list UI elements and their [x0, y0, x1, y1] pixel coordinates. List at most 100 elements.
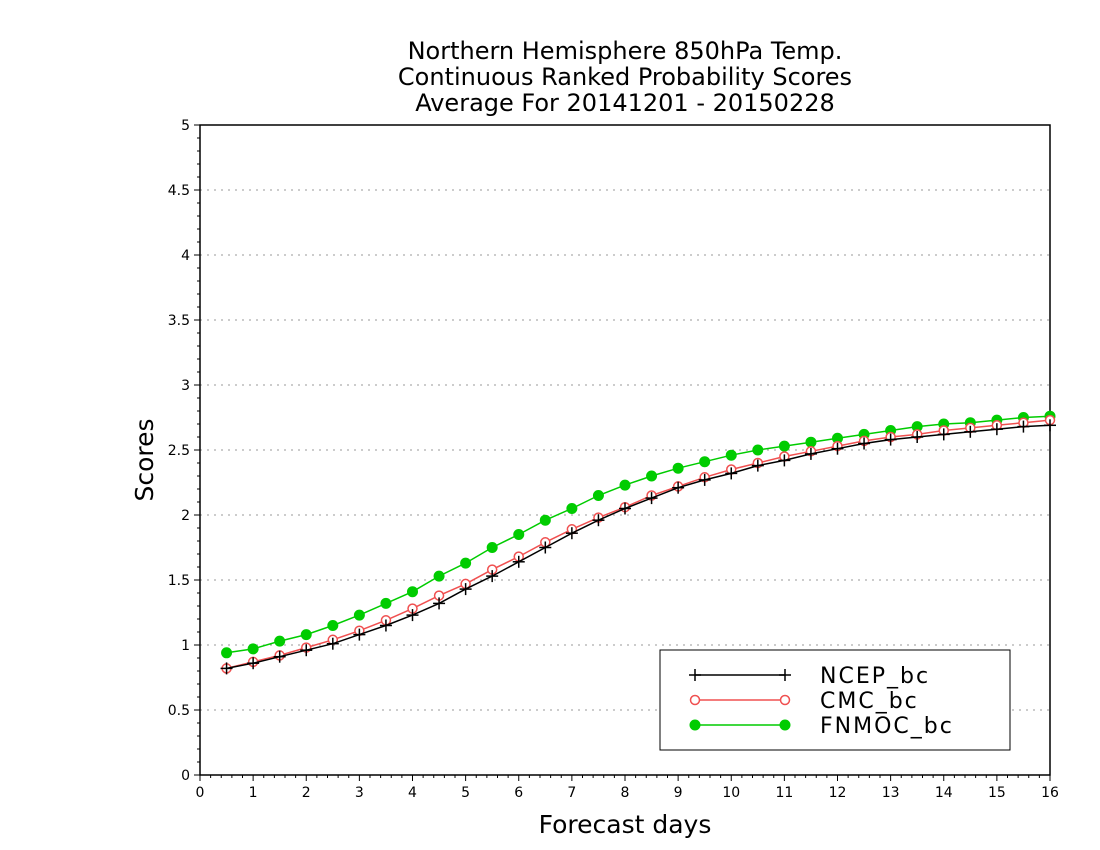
data-point-fnmoc-bc — [672, 462, 684, 474]
y-tick-label: 4.5 — [168, 183, 190, 199]
data-point-ncep-bc — [751, 459, 764, 472]
y-tick-label: 4 — [181, 248, 190, 264]
x-tick-label: 16 — [1041, 785, 1059, 801]
chart-title-line-2: Continuous Ranked Probability Scores — [397, 63, 853, 91]
x-tick-label: 7 — [567, 785, 576, 801]
data-point-fnmoc-bc — [433, 570, 445, 582]
data-point-fnmoc-bc — [247, 643, 259, 655]
x-tick-label: 1 — [249, 785, 258, 801]
data-point-ncep-bc — [300, 644, 313, 657]
data-point-ncep-bc — [990, 423, 1003, 436]
data-point-ncep-bc — [565, 527, 578, 540]
data-point-ncep-bc — [406, 609, 419, 622]
data-point-fnmoc-bc — [539, 514, 551, 526]
data-point-fnmoc-bc — [778, 440, 790, 452]
x-tick-label: 12 — [829, 785, 847, 801]
chart-title-line-3: Average For 20141201 - 20150228 — [415, 89, 835, 117]
data-point-fnmoc-bc — [486, 542, 498, 553]
x-tick-label: 4 — [408, 785, 417, 801]
y-tick-label: 0 — [181, 768, 190, 784]
data-point-ncep-bc — [911, 431, 924, 443]
x-tick-label: 13 — [882, 785, 900, 801]
data-point-ncep-bc — [645, 492, 658, 505]
data-point-fnmoc-bc — [619, 479, 631, 491]
data-point-ncep-bc — [698, 473, 711, 486]
series-line-fnmoc-bc — [226, 415, 1051, 654]
legend-label: CMC_bc — [820, 689, 919, 714]
data-point-ncep-bc — [459, 583, 472, 596]
data-point-ncep-bc — [964, 425, 977, 438]
data-point-ncep-bc — [937, 428, 950, 441]
x-tick-label: 8 — [621, 785, 630, 801]
x-tick-label: 2 — [302, 785, 311, 801]
legend-marker — [779, 669, 791, 681]
legend-label: FNMOC_bc — [820, 714, 954, 739]
legend-marker — [689, 694, 701, 706]
data-point-ncep-bc — [1017, 420, 1030, 433]
y-tick-label: 3 — [181, 378, 190, 394]
data-point-fnmoc-bc — [300, 629, 312, 641]
data-point-fnmoc-bc — [592, 490, 604, 501]
y-tick-label: 2 — [181, 508, 190, 524]
y-axis-label: Scores — [130, 418, 159, 502]
data-point-ncep-bc — [539, 541, 552, 554]
data-point-ncep-bc — [353, 628, 366, 641]
data-point-fnmoc-bc — [646, 470, 658, 482]
y-tick-label: 3.5 — [168, 313, 190, 329]
legend-marker — [779, 694, 791, 706]
data-point-ncep-bc — [858, 437, 871, 450]
y-tick-label: 2.5 — [168, 443, 190, 459]
data-point-ncep-bc — [592, 514, 605, 527]
x-tick-label: 5 — [461, 785, 470, 801]
x-tick-label: 14 — [935, 785, 953, 801]
data-point-ncep-bc — [725, 467, 738, 480]
legend-marker — [689, 669, 701, 681]
data-point-fnmoc-bc — [380, 597, 392, 609]
chart-title-line-1: Northern Hemisphere 850hPa Temp. — [407, 37, 843, 65]
legend-marker — [779, 719, 791, 731]
legend-label: NCEP_bc — [820, 664, 930, 689]
x-tick-label: 9 — [674, 785, 683, 801]
data-point-ncep-bc — [804, 447, 817, 460]
data-point-ncep-bc — [1044, 419, 1056, 432]
data-point-ncep-bc — [326, 637, 339, 650]
x-tick-label: 0 — [196, 785, 205, 801]
data-point-fnmoc-bc — [460, 557, 472, 569]
data-point-ncep-bc — [884, 433, 897, 446]
data-point-fnmoc-bc — [274, 635, 286, 647]
data-point-fnmoc-bc — [353, 609, 365, 621]
data-point-fnmoc-bc — [805, 436, 817, 448]
data-point-ncep-bc — [220, 662, 233, 675]
y-tick-label: 1 — [181, 638, 190, 654]
data-point-ncep-bc — [619, 502, 631, 515]
x-tick-label: 3 — [355, 785, 364, 801]
data-point-fnmoc-bc — [566, 503, 578, 514]
series-line-ncep-bc — [226, 424, 1051, 670]
x-tick-label: 10 — [722, 785, 740, 801]
y-tick-label: 5 — [181, 118, 190, 134]
data-point-ncep-bc — [778, 454, 791, 467]
y-tick-label: 0.5 — [168, 703, 190, 719]
data-point-ncep-bc — [486, 570, 499, 583]
data-point-fnmoc-bc — [699, 456, 711, 468]
data-point-ncep-bc — [831, 442, 844, 455]
data-point-fnmoc-bc — [752, 444, 764, 456]
data-point-ncep-bc — [273, 650, 286, 663]
x-tick-label: 6 — [514, 785, 523, 801]
data-point-ncep-bc — [672, 481, 685, 494]
legend-marker — [689, 719, 701, 731]
data-point-fnmoc-bc — [327, 620, 339, 631]
series-line-cmc-bc — [226, 419, 1051, 670]
data-point-fnmoc-bc — [407, 586, 418, 598]
data-point-fnmoc-bc — [513, 529, 525, 540]
x-axis-label: Forecast days — [538, 810, 712, 839]
data-point-fnmoc-bc — [221, 647, 233, 659]
x-tick-label: 11 — [775, 785, 793, 801]
data-point-fnmoc-bc — [725, 449, 737, 461]
x-tick-label: 15 — [988, 785, 1006, 801]
data-point-ncep-bc — [247, 657, 260, 670]
data-point-ncep-bc — [379, 619, 392, 632]
y-tick-label: 1.5 — [168, 573, 190, 589]
data-point-ncep-bc — [433, 597, 446, 610]
